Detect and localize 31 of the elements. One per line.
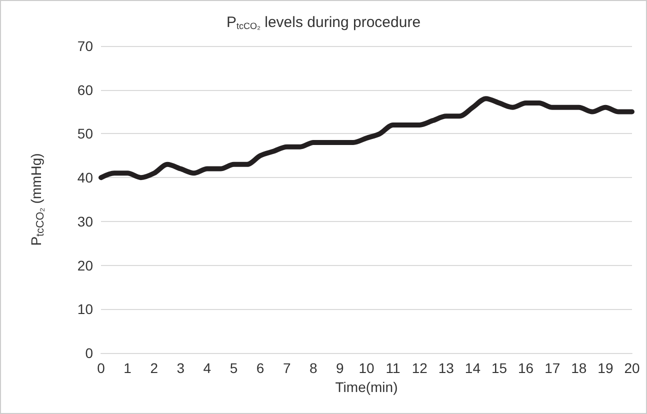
x-tick-label: 11 <box>386 360 401 376</box>
x-tick-label: 0 <box>97 360 106 376</box>
x-tick-label: 9 <box>336 360 344 376</box>
x-tick-label: 12 <box>412 360 428 376</box>
x-tick-label: 1 <box>124 360 132 376</box>
x-tick-label: 7 <box>282 360 291 376</box>
y-tick-label: 20 <box>77 257 94 274</box>
x-tick-label: 13 <box>438 360 454 376</box>
y-tick-label: 40 <box>77 170 94 186</box>
x-tick-label: 16 <box>518 360 534 376</box>
x-tick-label: 6 <box>256 360 264 376</box>
x-tick-label: 17 <box>544 360 560 376</box>
y-axis-title: PtcCO₂ (mmHg) <box>28 153 46 246</box>
x-tick-label: 4 <box>203 360 212 376</box>
x-tick-label: 19 <box>598 360 614 376</box>
y-tick-label: 50 <box>77 126 94 142</box>
y-tick-label: 0 <box>85 345 94 361</box>
x-tick-label: 20 <box>624 360 640 376</box>
x-axis-title: Time(min) <box>335 378 398 395</box>
y-tick-label: 30 <box>77 213 94 230</box>
y-tick-label: 70 <box>77 38 94 54</box>
x-tick-label: 2 <box>150 360 158 376</box>
y-tick-label: 10 <box>77 301 94 318</box>
x-tick-label: 3 <box>176 360 185 376</box>
x-tick-label: 8 <box>310 360 318 376</box>
x-tick-label: 10 <box>358 360 374 376</box>
y-tick-label: 60 <box>77 82 94 98</box>
x-tick-label: 18 <box>571 360 587 376</box>
x-tick-label: 14 <box>464 360 481 376</box>
x-tick-label: 15 <box>491 360 508 376</box>
x-tick-label: 5 <box>230 360 238 376</box>
